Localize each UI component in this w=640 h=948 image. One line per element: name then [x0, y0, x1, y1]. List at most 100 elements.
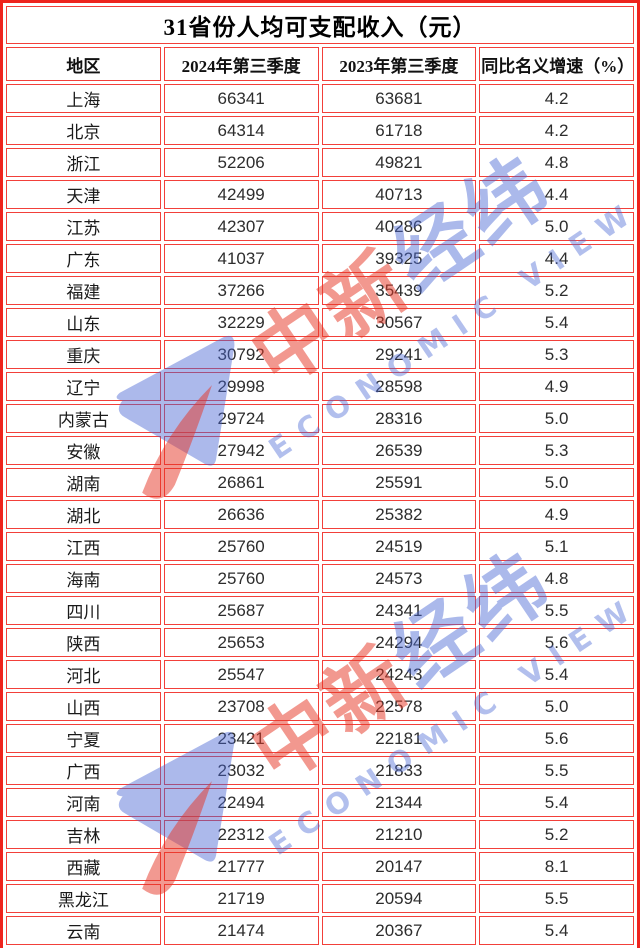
value-cell: 5.4	[479, 308, 634, 337]
region-cell: 山东	[6, 308, 161, 337]
value-cell: 40286	[321, 212, 477, 241]
value-cell: 5.0	[479, 692, 634, 721]
value-cell: 63681	[321, 84, 477, 113]
value-cell: 4.4	[479, 180, 634, 209]
value-cell: 49821	[321, 148, 477, 177]
value-cell: 21344	[321, 788, 477, 817]
table-row: 陕西 25653 24294 5.6	[6, 628, 634, 657]
table-row: 内蒙古 29724 28316 5.0	[6, 404, 634, 433]
table-row: 山东 32229 30567 5.4	[6, 308, 634, 337]
column-header: 2023年第三季度	[321, 47, 477, 81]
table-row: 天津 42499 40713 4.4	[6, 180, 634, 209]
value-cell: 5.5	[479, 596, 634, 625]
region-cell: 辽宁	[6, 372, 161, 401]
value-cell: 23421	[163, 724, 319, 753]
region-cell: 宁夏	[6, 724, 161, 753]
region-cell: 浙江	[6, 148, 161, 177]
table-row: 黑龙江 21719 20594 5.5	[6, 884, 634, 913]
table-row: 浙江 52206 49821 4.8	[6, 148, 634, 177]
value-cell: 23032	[163, 756, 319, 785]
value-cell: 5.0	[479, 212, 634, 241]
table-row: 安徽 27942 26539 5.3	[6, 436, 634, 465]
table-row: 海南 25760 24573 4.8	[6, 564, 634, 593]
table-row: 北京 64314 61718 4.2	[6, 116, 634, 145]
region-cell: 江西	[6, 532, 161, 561]
value-cell: 39325	[321, 244, 477, 273]
value-cell: 25760	[163, 532, 319, 561]
region-cell: 天津	[6, 180, 161, 209]
value-cell: 52206	[163, 148, 319, 177]
region-cell: 海南	[6, 564, 161, 593]
value-cell: 66341	[163, 84, 319, 113]
value-cell: 29998	[163, 372, 319, 401]
value-cell: 4.8	[479, 148, 634, 177]
value-cell: 5.4	[479, 788, 634, 817]
table-row: 江西 25760 24519 5.1	[6, 532, 634, 561]
value-cell: 5.1	[479, 532, 634, 561]
value-cell: 41037	[163, 244, 319, 273]
value-cell: 20367	[321, 916, 477, 945]
region-cell: 湖北	[6, 500, 161, 529]
region-cell: 内蒙古	[6, 404, 161, 433]
value-cell: 20594	[321, 884, 477, 913]
region-cell: 河南	[6, 788, 161, 817]
value-cell: 42307	[163, 212, 319, 241]
region-cell: 云南	[6, 916, 161, 945]
table-title: 31省份人均可支配收入（元）	[6, 6, 634, 44]
value-cell: 21833	[321, 756, 477, 785]
value-cell: 22578	[321, 692, 477, 721]
region-cell: 四川	[6, 596, 161, 625]
value-cell: 8.1	[479, 852, 634, 881]
table-row: 辽宁 29998 28598 4.9	[6, 372, 634, 401]
region-cell: 安徽	[6, 436, 161, 465]
table-row: 广西 23032 21833 5.5	[6, 756, 634, 785]
value-cell: 5.6	[479, 724, 634, 753]
value-cell: 4.9	[479, 500, 634, 529]
value-cell: 26861	[163, 468, 319, 497]
value-cell: 21210	[321, 820, 477, 849]
value-cell: 26636	[163, 500, 319, 529]
value-cell: 27942	[163, 436, 319, 465]
value-cell: 5.5	[479, 756, 634, 785]
table-row: 湖北 26636 25382 4.9	[6, 500, 634, 529]
value-cell: 4.2	[479, 116, 634, 145]
region-cell: 陕西	[6, 628, 161, 657]
value-cell: 24294	[321, 628, 477, 657]
value-cell: 5.2	[479, 820, 634, 849]
value-cell: 25687	[163, 596, 319, 625]
value-cell: 25591	[321, 468, 477, 497]
value-cell: 5.0	[479, 468, 634, 497]
table-row: 河北 25547 24243 5.4	[6, 660, 634, 689]
value-cell: 61718	[321, 116, 477, 145]
value-cell: 26539	[321, 436, 477, 465]
value-cell: 25547	[163, 660, 319, 689]
value-cell: 40713	[321, 180, 477, 209]
value-cell: 28598	[321, 372, 477, 401]
value-cell: 5.4	[479, 916, 634, 945]
region-cell: 吉林	[6, 820, 161, 849]
table-row: 河南 22494 21344 5.4	[6, 788, 634, 817]
value-cell: 5.6	[479, 628, 634, 657]
region-cell: 福建	[6, 276, 161, 305]
region-cell: 江苏	[6, 212, 161, 241]
region-cell: 重庆	[6, 340, 161, 369]
table-row: 福建 37266 35439 5.2	[6, 276, 634, 305]
value-cell: 24519	[321, 532, 477, 561]
value-cell: 5.3	[479, 340, 634, 369]
value-cell: 5.5	[479, 884, 634, 913]
value-cell: 5.3	[479, 436, 634, 465]
value-cell: 64314	[163, 116, 319, 145]
region-cell: 广西	[6, 756, 161, 785]
value-cell: 24573	[321, 564, 477, 593]
value-cell: 24243	[321, 660, 477, 689]
column-header: 地区	[6, 47, 161, 81]
value-cell: 42499	[163, 180, 319, 209]
table-row: 四川 25687 24341 5.5	[6, 596, 634, 625]
table-row: 西藏 21777 20147 8.1	[6, 852, 634, 881]
value-cell: 22181	[321, 724, 477, 753]
value-cell: 5.4	[479, 660, 634, 689]
table-row: 广东 41037 39325 4.4	[6, 244, 634, 273]
region-cell: 山西	[6, 692, 161, 721]
